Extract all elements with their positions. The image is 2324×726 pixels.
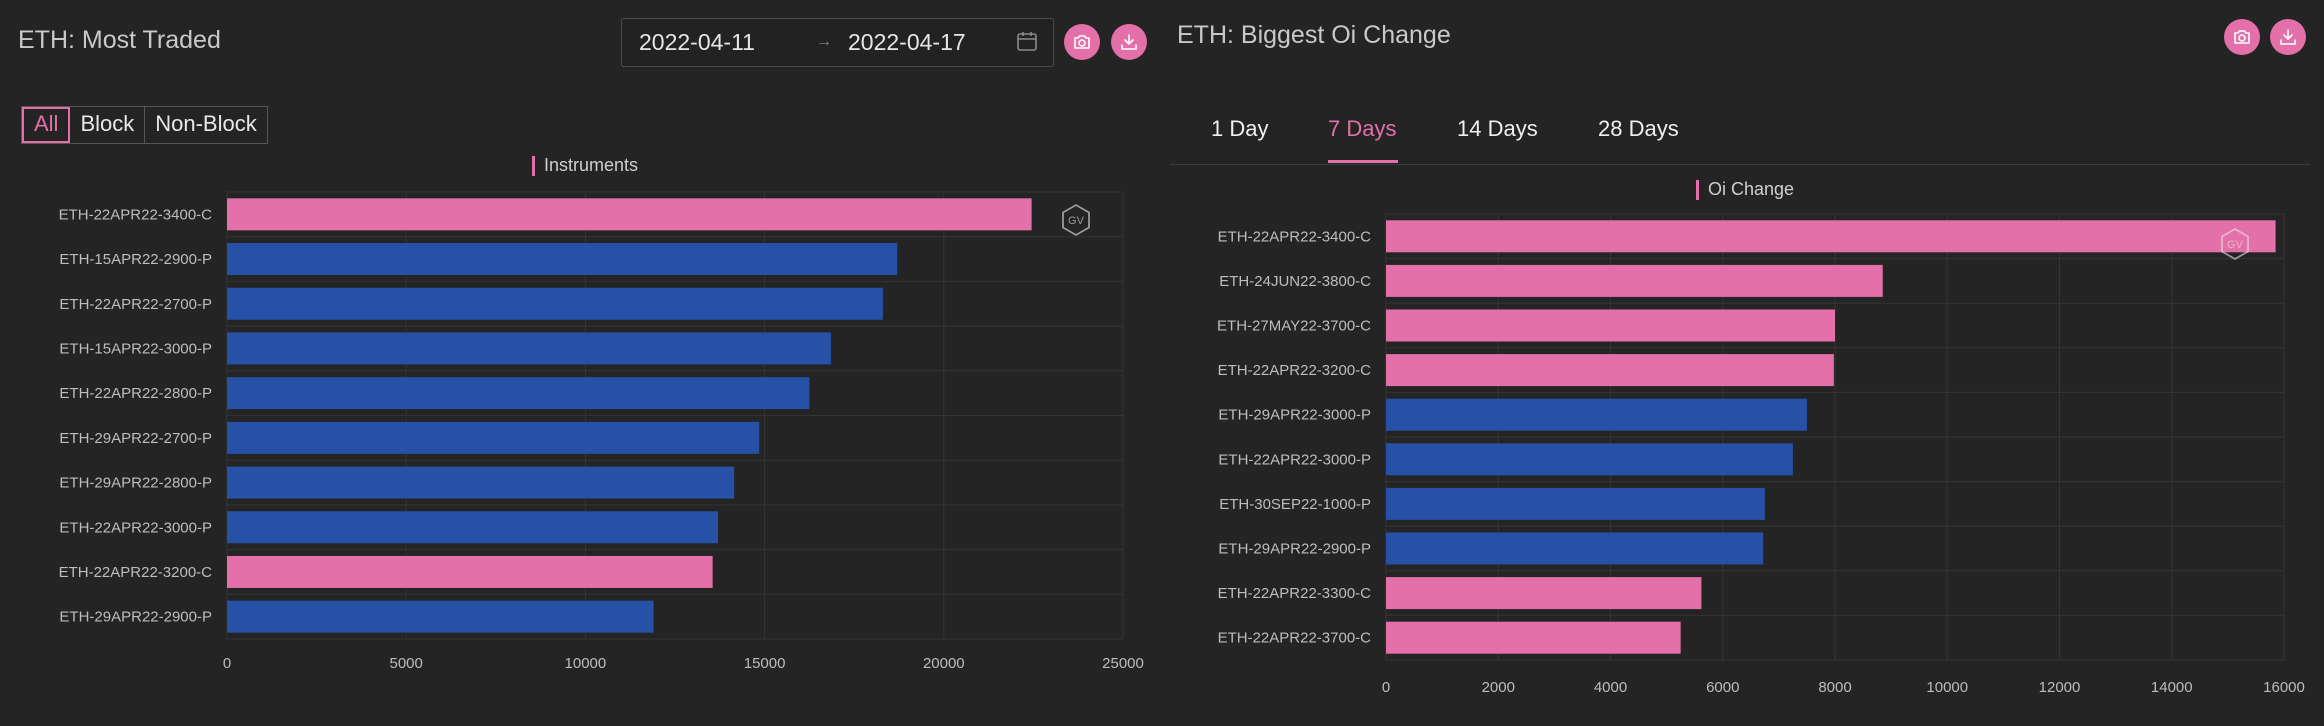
tab-1-day[interactable]: 1 Day (1211, 116, 1269, 141)
calendar-icon[interactable] (1016, 30, 1038, 52)
x-tick-label: 25000 (1102, 655, 1144, 672)
most-traded-panel: ETH: Most Traded 2022-04-11 → 2022-04-17… (18, 18, 1147, 672)
category-label: ETH-22APR22-3700-C (1218, 630, 1372, 647)
bar[interactable] (227, 466, 735, 499)
x-tick-label: 8000 (1818, 679, 1851, 696)
svg-text:GV: GV (1068, 215, 1085, 227)
filter-block[interactable]: Block (70, 107, 146, 143)
legend-swatch (532, 155, 535, 176)
category-label: ETH-22APR22-3000-P (1218, 451, 1371, 468)
category-label: ETH-22APR22-3200-C (1218, 362, 1372, 379)
bar[interactable] (1386, 487, 1765, 520)
chart-legend[interactable]: Oi Change (1696, 179, 1794, 200)
arrow-right-icon: → (816, 33, 832, 50)
x-tick-label: 10000 (1926, 679, 1968, 696)
download-icon (2280, 29, 2296, 45)
gv-logo: GV (2221, 227, 2249, 261)
x-tick-label: 0 (223, 655, 231, 672)
filter-non-block[interactable]: Non-Block (155, 111, 257, 136)
block-filter[interactable]: All Block Non-Block (21, 106, 268, 144)
bar[interactable] (227, 511, 719, 544)
camera-icon (2234, 30, 2250, 44)
active-tab-indicator (1328, 160, 1398, 163)
bar[interactable] (227, 421, 760, 454)
panel-title: ETH: Biggest Oi Change (1177, 21, 1451, 49)
x-tick-label: 5000 (390, 655, 423, 672)
category-label: ETH-22APR22-3300-C (1218, 585, 1372, 602)
bar[interactable] (227, 377, 810, 410)
bar[interactable] (227, 198, 1032, 231)
bar[interactable] (1386, 443, 1793, 476)
category-label: ETH-15APR22-3000-P (59, 340, 212, 357)
category-label: ETH-29APR22-2900-P (1218, 541, 1371, 558)
date-range-picker[interactable]: 2022-04-11 → 2022-04-17 (621, 18, 1054, 67)
gv-logo: GV (1062, 203, 1090, 237)
bar[interactable] (227, 600, 654, 633)
category-label: ETH-30SEP22-1000-P (1219, 496, 1371, 513)
bar[interactable] (1386, 264, 1883, 297)
most-traded-chart: ETH-22APR22-3400-C ETH-15APR22-2900-P ETH-… (59, 191, 1144, 672)
x-tick-label: 10000 (565, 655, 607, 672)
category-label: ETH-22APR22-3400-C (1218, 228, 1372, 245)
bar[interactable] (1386, 354, 1834, 387)
tab-28-days[interactable]: 28 Days (1598, 116, 1679, 141)
category-label: ETH-29APR22-2800-P (59, 475, 212, 492)
filter-all[interactable]: All (22, 107, 71, 143)
legend-label: Oi Change (1708, 179, 1795, 199)
category-label: ETH-22APR22-2700-P (59, 296, 212, 313)
x-tick-label: 0 (1382, 679, 1390, 696)
period-tabs: 1 Day 7 Days 14 Days 28 Days (1170, 100, 2310, 165)
download-button[interactable] (1111, 24, 1147, 60)
oi-change-panel: ETH: Biggest Oi Change 1 Day 7 Days 14 D… (1170, 0, 2324, 726)
screenshot-button[interactable] (1064, 24, 1100, 60)
category-label: ETH-22APR22-3000-P (59, 519, 212, 536)
x-tick-label: 6000 (1706, 679, 1739, 696)
x-tick-label: 15000 (744, 655, 786, 672)
bar[interactable] (227, 243, 898, 276)
svg-text:GV: GV (2227, 239, 2244, 251)
bar[interactable] (1386, 309, 1835, 342)
category-label: ETH-22APR22-2800-P (59, 385, 212, 402)
date-to-input[interactable]: 2022-04-17 (848, 29, 966, 55)
legend-swatch (1696, 179, 1699, 200)
bar[interactable] (1386, 577, 1702, 610)
bar[interactable] (227, 555, 713, 588)
category-label: ETH-24JUN22-3800-C (1219, 273, 1371, 290)
bar[interactable] (227, 332, 831, 365)
bar[interactable] (1386, 220, 2276, 253)
download-icon (1121, 34, 1137, 50)
category-label: ETH-29APR22-2700-P (59, 430, 212, 447)
legend-label: Instruments (544, 155, 639, 175)
category-label: ETH-29APR22-3000-P (1218, 407, 1371, 424)
category-label: ETH-29APR22-2900-P (59, 609, 212, 626)
x-tick-label: 2000 (1482, 679, 1515, 696)
screenshot-button[interactable] (2224, 19, 2260, 55)
x-tick-label: 14000 (2151, 679, 2193, 696)
bar[interactable] (1386, 398, 1807, 431)
panel-title: ETH: Most Traded (18, 26, 221, 54)
category-label: ETH-27MAY22-3700-C (1217, 318, 1371, 335)
tab-14-days[interactable]: 14 Days (1457, 116, 1538, 141)
category-label: ETH-22APR22-3200-C (59, 564, 213, 581)
bar[interactable] (1386, 532, 1764, 565)
x-tick-label: 4000 (1594, 679, 1627, 696)
camera-icon (1074, 35, 1090, 49)
bar[interactable] (1386, 621, 1681, 654)
x-tick-label: 20000 (923, 655, 965, 672)
bar[interactable] (227, 287, 883, 320)
x-tick-label: 16000 (2263, 679, 2305, 696)
download-button[interactable] (2270, 19, 2306, 55)
x-tick-label: 12000 (2039, 679, 2081, 696)
date-from-input[interactable]: 2022-04-11 (639, 29, 755, 55)
category-label: ETH-15APR22-2900-P (59, 251, 212, 268)
oi-change-chart: ETH-22APR22-3400-C ETH-24JUN22-3800-C ETH-… (1217, 213, 2305, 696)
chart-legend[interactable]: Instruments (532, 155, 638, 176)
tab-7-days[interactable]: 7 Days (1328, 116, 1397, 141)
category-label: ETH-22APR22-3400-C (59, 206, 213, 223)
